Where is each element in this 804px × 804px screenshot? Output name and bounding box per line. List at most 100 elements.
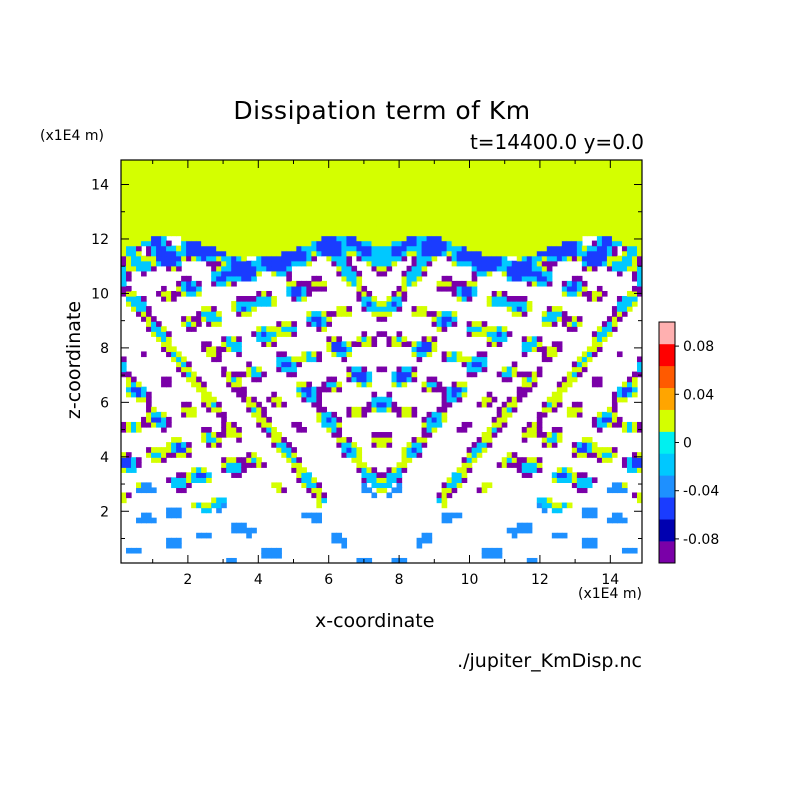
heatmap-cell (236, 185, 242, 191)
heatmap-cell (271, 165, 277, 171)
heatmap-cell (316, 492, 322, 499)
heatmap-cell (421, 235, 428, 242)
heatmap-cell (281, 240, 287, 247)
z-axis-label: z-coordinate (63, 300, 85, 420)
heatmap-cell (556, 230, 563, 237)
heatmap-cell (346, 175, 353, 181)
heatmap-cell (156, 240, 162, 247)
heatmap-cell (386, 265, 393, 272)
heatmap-cell (326, 311, 332, 317)
heatmap-cell (356, 467, 363, 473)
heatmap-cell (281, 195, 287, 201)
heatmap-cell (141, 512, 147, 519)
heatmap-cell (166, 170, 172, 176)
heatmap-cell (431, 346, 438, 353)
heatmap-cell (331, 341, 338, 347)
heatmap-cell (251, 215, 257, 222)
heatmap-cell (576, 452, 583, 458)
heatmap-cell (306, 215, 312, 222)
heatmap-cell (271, 170, 277, 176)
heatmap-cell (621, 200, 628, 206)
heatmap-cell (541, 442, 548, 448)
heatmap-cell (566, 235, 573, 242)
heatmap-cell (426, 386, 433, 393)
heatmap-cell (396, 381, 403, 388)
heatmap-cell (496, 175, 503, 181)
heatmap-cell (556, 170, 563, 176)
heatmap-cell (601, 457, 608, 463)
heatmap-cell (471, 185, 478, 191)
heatmap-cell (251, 366, 257, 373)
heatmap-cell (461, 426, 468, 433)
heatmap-cell (256, 401, 262, 408)
heatmap-cell (611, 195, 618, 201)
heatmap-cell (261, 265, 267, 272)
heatmap-cell (396, 336, 403, 342)
heatmap-cell (566, 316, 573, 322)
heatmap-cell (206, 426, 212, 433)
heatmap-cell (456, 290, 463, 297)
heatmap-cell (341, 341, 348, 347)
heatmap-cell (186, 452, 192, 458)
heatmap-cell (236, 180, 242, 186)
heatmap-cell (426, 341, 433, 347)
heatmap-cell (381, 190, 388, 196)
heatmap-cell (156, 326, 162, 332)
heatmap-cell (536, 230, 543, 237)
heatmap-cell (571, 285, 578, 292)
heatmap-cell (416, 180, 423, 186)
heatmap-cell (236, 346, 242, 353)
heatmap-cell (606, 331, 613, 337)
heatmap-cell (601, 290, 608, 297)
heatmap-cell (581, 285, 588, 292)
heatmap-cell (396, 290, 403, 297)
heatmap-cell (251, 411, 257, 418)
heatmap-cell (316, 170, 322, 176)
heatmap-cell (271, 301, 277, 307)
heatmap-cell (451, 255, 458, 262)
heatmap-cell (216, 346, 222, 353)
heatmap-cell (506, 527, 513, 534)
heatmap-cell (576, 195, 583, 201)
heatmap-cell (311, 517, 317, 524)
heatmap-cell (141, 416, 147, 423)
heatmap-cell (346, 275, 353, 282)
heatmap-cell (406, 180, 413, 186)
heatmap-cell (616, 205, 623, 211)
heatmap-cell (451, 225, 458, 232)
heatmap-cell (146, 240, 152, 247)
heatmap-cell (526, 472, 533, 478)
heatmap-cell (221, 280, 227, 287)
heatmap-cell (251, 245, 257, 252)
heatmap-cell (426, 351, 433, 358)
heatmap-cell (551, 215, 558, 222)
heatmap-cell (296, 356, 302, 363)
heatmap-cell (481, 185, 488, 191)
heatmap-cell (626, 200, 633, 206)
heatmap-cell (431, 421, 438, 428)
heatmap-cell (306, 205, 312, 211)
heatmap-cell (616, 391, 623, 398)
heatmap-cell (386, 195, 393, 201)
heatmap-cell (321, 411, 327, 418)
heatmap-cell (206, 255, 212, 262)
heatmap-cell (166, 195, 172, 201)
heatmap-cell (201, 316, 207, 322)
heatmap-cell (551, 341, 558, 347)
heatmap-cell (416, 356, 423, 363)
heatmap-cell (436, 411, 443, 418)
heatmap-cell (476, 442, 483, 448)
heatmap-cell (561, 290, 568, 297)
heatmap-cell (166, 260, 172, 267)
heatmap-cell (226, 467, 232, 473)
heatmap-cell (266, 165, 272, 171)
heatmap-cell (161, 240, 167, 247)
heatmap-cell (156, 250, 162, 257)
heatmap-cell (331, 185, 338, 191)
heatmap-cell (161, 260, 167, 267)
heatmap-cell (176, 542, 182, 549)
heatmap-cell (386, 160, 393, 166)
heatmap-cell (471, 290, 478, 297)
heatmap-cell (441, 185, 448, 191)
heatmap-cell (241, 527, 247, 534)
